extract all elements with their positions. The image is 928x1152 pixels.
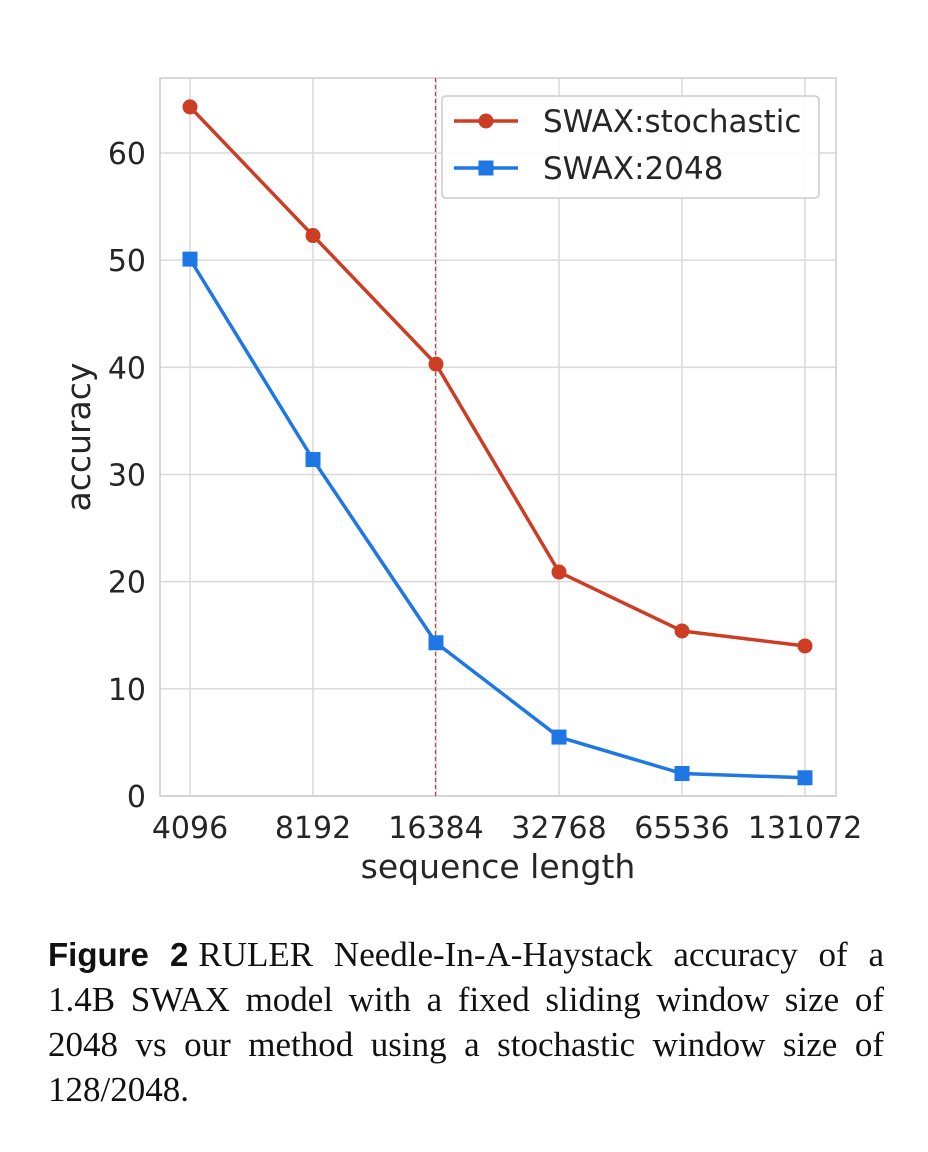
legend-item: SWAX:stochastic <box>454 104 801 140</box>
legend-label: SWAX:2048 <box>543 151 723 187</box>
x-tick-label: 4096 <box>152 811 228 846</box>
series-line <box>188 105 806 648</box>
data-point <box>797 638 813 654</box>
figure-label: Figure 2 <box>48 936 189 973</box>
x-tick-label: 8192 <box>275 811 351 846</box>
x-tick-label: 65536 <box>634 811 729 846</box>
plot-frame <box>159 77 837 797</box>
data-point <box>428 356 444 372</box>
data-point <box>797 770 813 786</box>
x-tick-labels: 4096 8192 16384 32768 65536 131072 <box>152 811 862 846</box>
data-point <box>551 564 567 580</box>
accuracy-line-chart: 0 10 20 30 40 50 60 4096 8192 16384 32768 65536 131… <box>59 77 862 886</box>
caption-text: RULER Needle-In-A-Haystack accuracy of a… <box>48 935 885 1109</box>
x-axis-label: sequence length <box>361 847 636 886</box>
legend-marker <box>478 160 494 176</box>
data-point <box>674 765 690 781</box>
data-point <box>182 251 198 267</box>
y-tick-label: 50 <box>108 244 146 279</box>
legend-marker <box>478 113 494 129</box>
series-line <box>188 258 806 780</box>
y-axis-label: accuracy <box>59 363 98 512</box>
y-tick-label: 40 <box>108 351 146 386</box>
y-tick-label: 10 <box>108 673 146 708</box>
data-point <box>182 99 198 115</box>
y-tick-labels: 0 10 20 30 40 50 60 <box>108 137 146 815</box>
series-swax-stochastic <box>182 99 813 654</box>
data-point <box>305 452 321 468</box>
legend-box <box>441 95 820 199</box>
y-tick-label: 60 <box>108 137 146 172</box>
series-layer <box>182 99 813 786</box>
x-tick-label: 32768 <box>511 811 606 846</box>
legend-item: SWAX:2048 <box>454 151 723 187</box>
figure-caption: Figure 2 RULER Needle-In-A-Haystack accur… <box>48 932 884 1112</box>
data-point <box>305 228 321 244</box>
legend: SWAX:stochastic SWAX:2048 <box>441 95 820 199</box>
data-point <box>428 635 444 651</box>
x-tick-label: 131072 <box>748 811 863 846</box>
x-tick-label: 16384 <box>388 811 483 846</box>
series-swax-2048 <box>182 251 813 786</box>
y-tick-label: 20 <box>108 566 146 601</box>
data-point <box>551 729 567 745</box>
y-tick-label: 0 <box>127 780 146 815</box>
data-point <box>674 623 690 639</box>
legend-label: SWAX:stochastic <box>543 104 801 140</box>
y-tick-label: 30 <box>108 459 146 494</box>
